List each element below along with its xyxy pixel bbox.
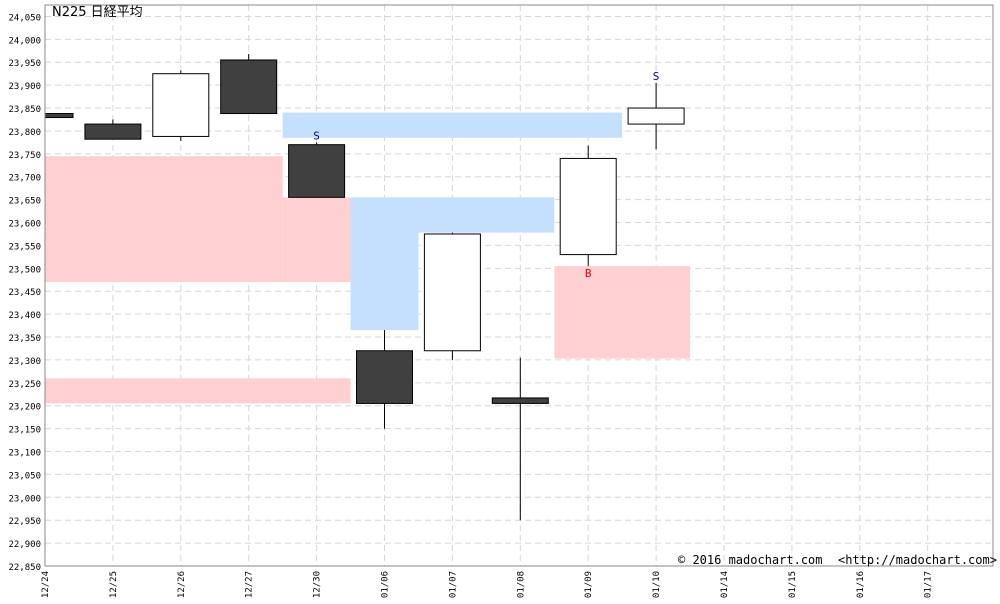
y-tick-label: 23,800	[8, 128, 41, 138]
y-tick-label: 23,250	[8, 380, 41, 390]
y-tick-label: 23,400	[8, 311, 41, 321]
x-tick-label: 12/30	[313, 571, 323, 598]
y-tick-label: 23,600	[8, 220, 41, 230]
axis-layer: 22,850 22,900 22,950 23,000 23,050 23,100 23,1…	[8, 13, 933, 598]
y-tick-label: 24,050	[8, 13, 41, 23]
x-tick-label: 01/17	[924, 571, 934, 598]
y-tick-label: 22,950	[8, 517, 41, 527]
bear-candle	[491, 397, 549, 404]
signal-layer: S B S	[313, 70, 659, 280]
y-tick-label: 22,900	[8, 540, 41, 550]
bull-candle	[152, 73, 210, 137]
bear-candle	[288, 144, 346, 198]
buy-signal: B	[585, 267, 592, 280]
resistance-zone	[282, 112, 623, 138]
y-tick-label: 23,350	[8, 334, 41, 344]
x-tick-label: 12/25	[109, 571, 119, 598]
plot-frame	[44, 4, 994, 567]
y-tick-label: 23,000	[8, 494, 41, 504]
y-tick-label: 23,450	[8, 288, 41, 298]
y-tick-label: 23,550	[8, 242, 41, 252]
y-tick-label: 23,850	[8, 105, 41, 115]
bear-candle	[44, 113, 74, 119]
bull-candle	[423, 233, 481, 352]
y-tick-label: 24,000	[8, 36, 41, 46]
sell-signal: S	[313, 129, 320, 142]
support-zone	[554, 266, 691, 359]
y-tick-label: 23,150	[8, 426, 41, 436]
x-tick-label: 12/24	[41, 571, 51, 598]
x-tick-label: 12/26	[177, 571, 187, 598]
support-zone	[45, 378, 351, 404]
bear-candle	[84, 123, 142, 140]
y-tick-label: 23,100	[8, 449, 41, 459]
x-tick-label: 01/14	[720, 571, 730, 598]
support-zone	[282, 197, 351, 283]
y-tick-label: 23,700	[8, 174, 41, 184]
bull-candle	[559, 157, 617, 256]
url-text: <http://madochart.com>	[838, 553, 997, 567]
y-tick-label: 23,950	[8, 59, 41, 69]
x-tick-label: 01/16	[856, 571, 866, 598]
x-tick-label: 01/09	[584, 571, 594, 598]
sell-signal: S	[653, 70, 660, 83]
y-tick-label: 23,050	[8, 471, 41, 481]
x-tick-label: 01/15	[788, 571, 798, 598]
x-tick-label: 01/10	[652, 571, 662, 598]
resistance-zone	[418, 197, 555, 233]
bear-candle	[220, 59, 278, 115]
y-tick-label: 23,750	[8, 151, 41, 161]
bear-candle	[356, 350, 413, 404]
x-tick-label: 12/27	[245, 571, 255, 598]
y-tick-label: 23,200	[8, 403, 41, 413]
copyright-text: © 2016 madochart.com	[678, 553, 823, 567]
y-tick-label: 23,500	[8, 265, 41, 275]
x-tick-label: 01/06	[381, 571, 391, 598]
support-zone	[45, 156, 283, 283]
candle-layer	[44, 54, 685, 521]
y-tick-label: 23,650	[8, 197, 41, 207]
bull-candle	[627, 107, 685, 125]
zone-layer	[45, 112, 691, 404]
y-tick-label: 22,850	[8, 563, 41, 573]
x-tick-label: 01/08	[516, 571, 526, 598]
y-tick-label: 23,300	[8, 357, 41, 367]
x-tick-label: 01/07	[448, 571, 458, 598]
y-tick-label: 23,900	[8, 82, 41, 92]
resistance-zone	[350, 197, 419, 331]
chart-title: N225 日経平均	[52, 5, 143, 20]
